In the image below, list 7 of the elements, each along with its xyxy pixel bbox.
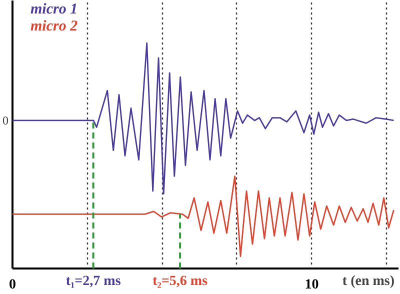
text: micro 2 [30,18,78,34]
x-tick-label: 10 [304,278,319,292]
text: micro 1 [30,2,78,18]
text: 0 [2,113,8,128]
ref-line-label: t₁=2,7 ms [66,274,122,289]
x-axis-title: t (en ms) [342,274,395,289]
ref-line-label: t₂=5,6 ms [152,274,208,289]
